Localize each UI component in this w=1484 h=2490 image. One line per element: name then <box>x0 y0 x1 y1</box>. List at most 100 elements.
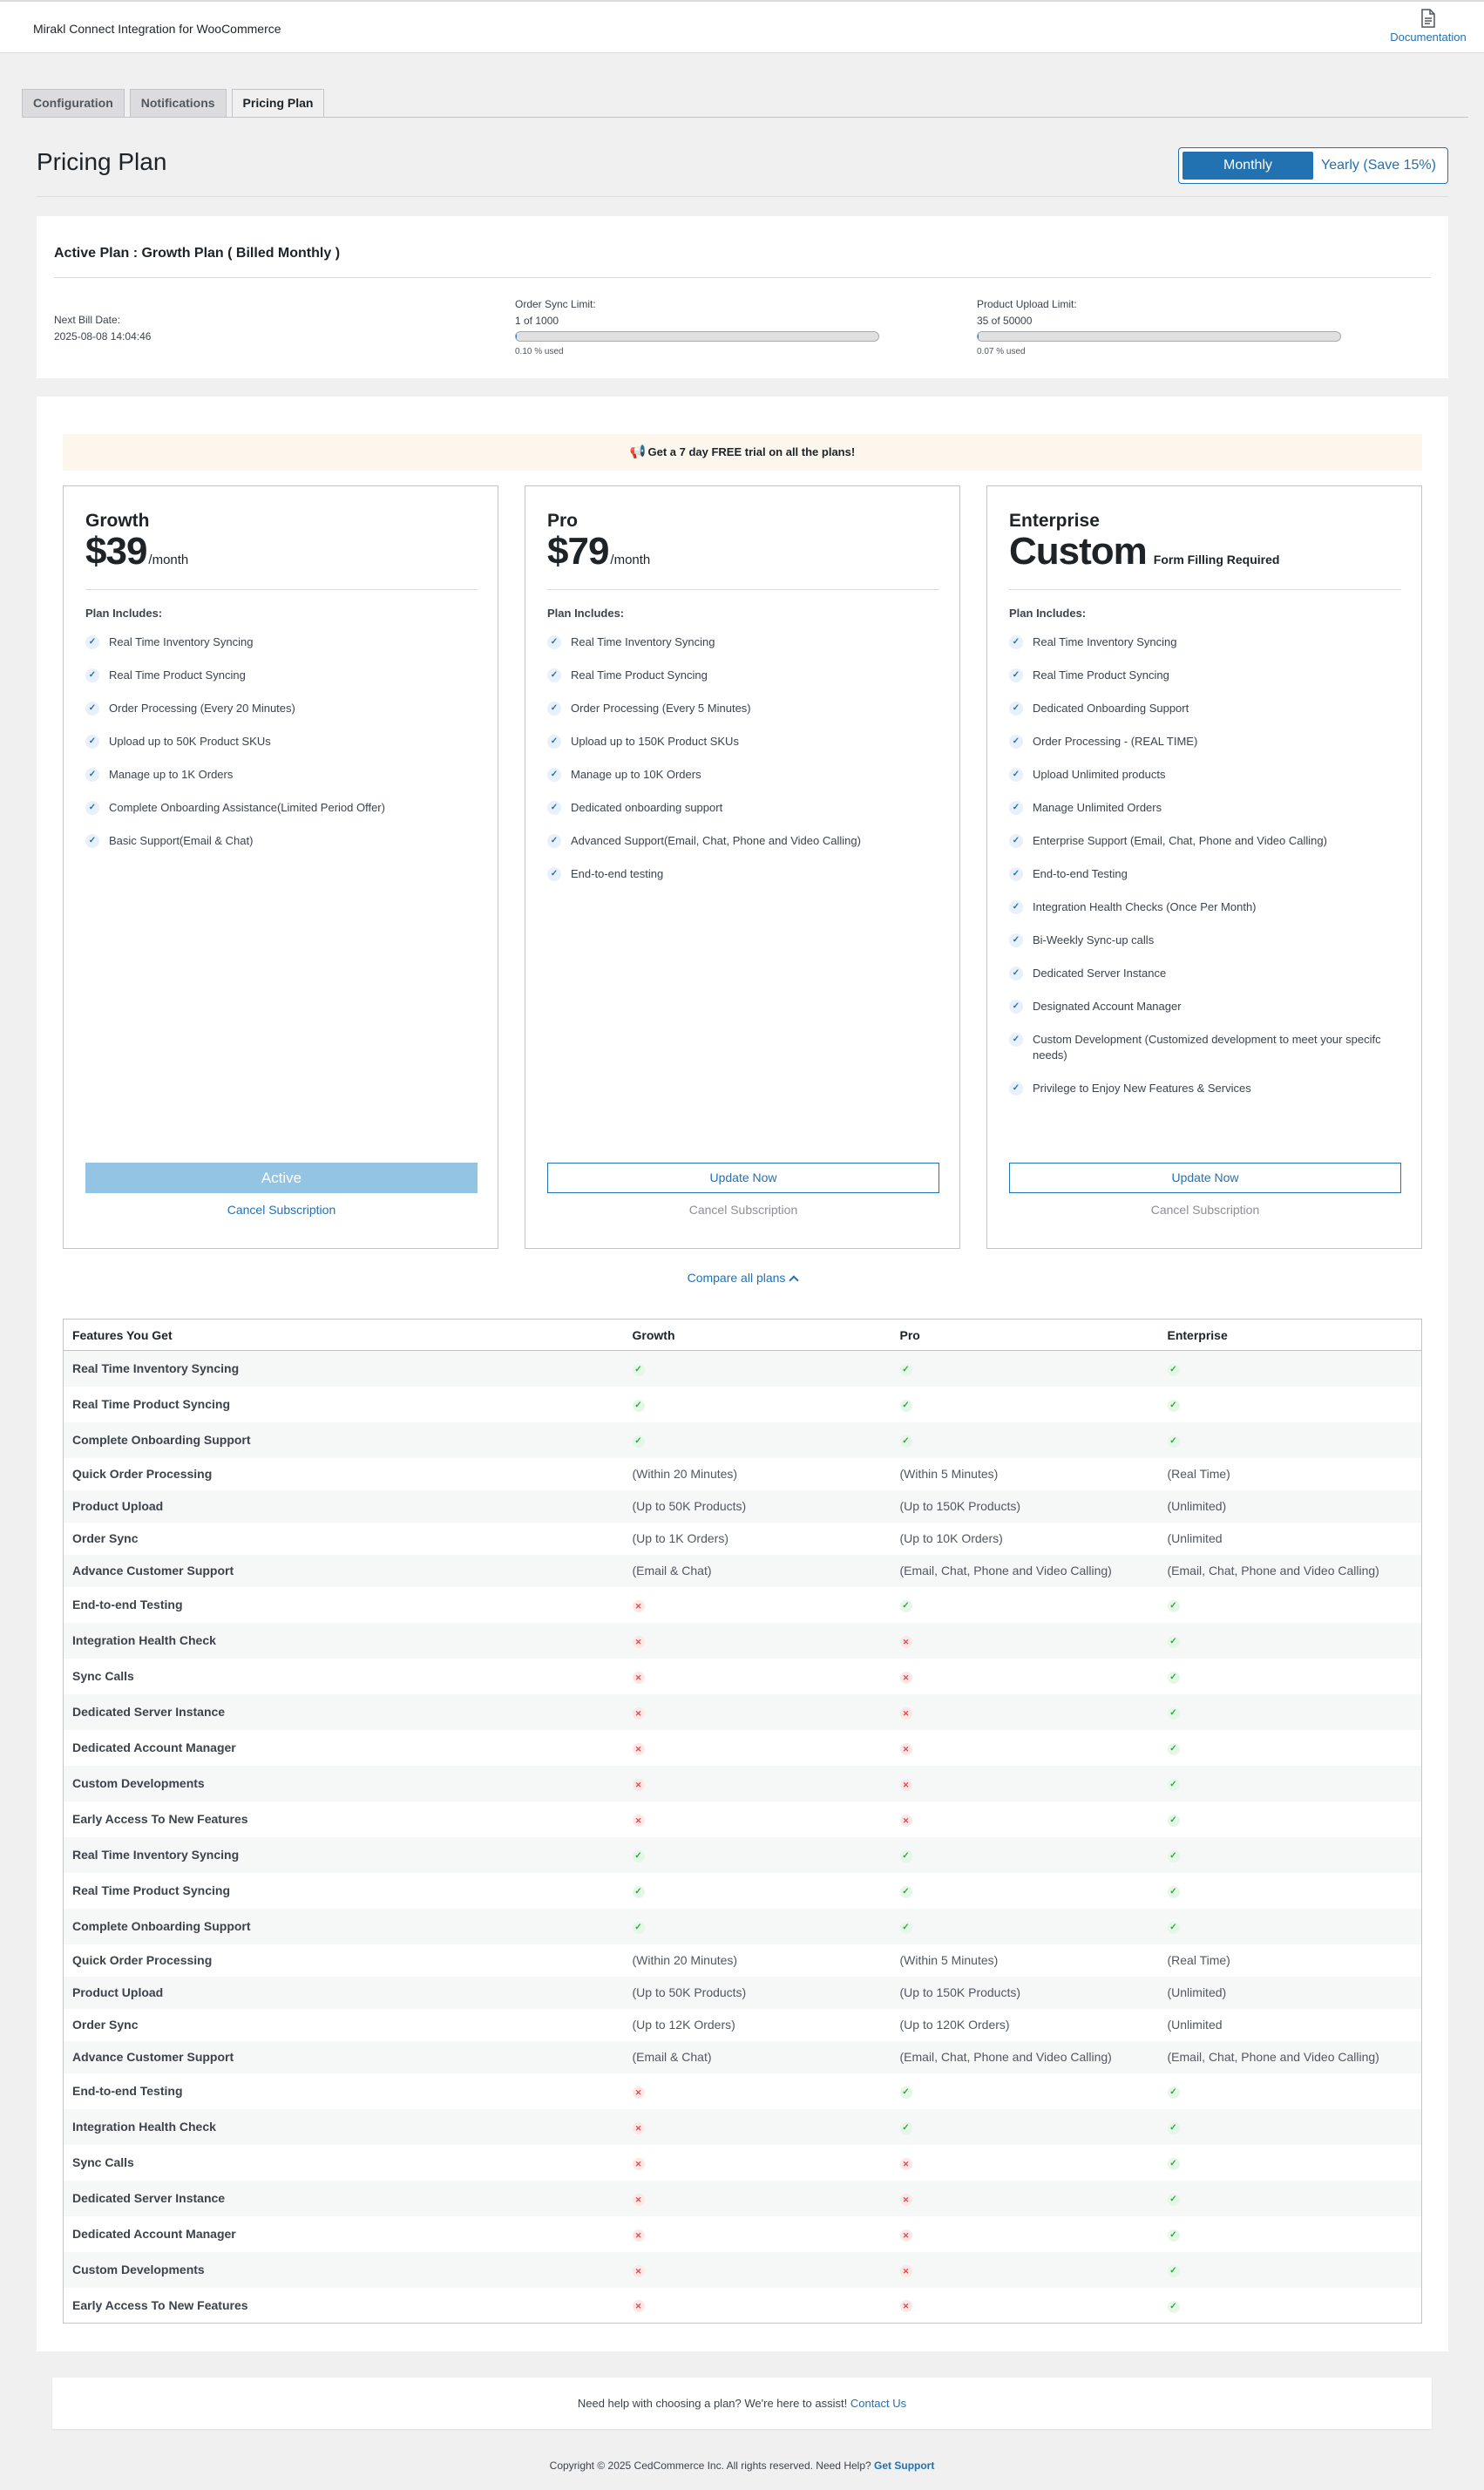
plan-feature-item: ✓ Real Time Product Syncing <box>1009 668 1401 683</box>
product-upload-value: 35 of 50000 <box>977 315 1033 327</box>
feature-name-cell: Integration Health Check <box>72 1633 216 1647</box>
documentation-link[interactable]: Documentation <box>1385 9 1472 44</box>
check-icon: ✓ <box>1167 2300 1180 2313</box>
tab-pricing-plan[interactable]: Pricing Plan <box>231 89 325 118</box>
check-icon: ✓ <box>1009 735 1023 749</box>
plan-feature-list: ✓ Real Time Inventory Syncing ✓ Real Time P… <box>547 634 939 899</box>
plan-feature-text: Real Time Product Syncing <box>1033 668 1169 682</box>
availability-cell: ✕ <box>624 1587 891 1623</box>
feature-name-cell: Dedicated Account Manager <box>72 1740 236 1754</box>
cancel-subscription-link[interactable]: Cancel Subscription <box>227 1203 336 1217</box>
document-icon <box>1421 9 1435 28</box>
check-icon: ✓ <box>632 1922 645 1934</box>
feature-value-cell: (Email, Chat, Phone and Video Calling) <box>899 1564 1112 1577</box>
availability-cell: ✓ <box>1159 1909 1422 1944</box>
plan-feature-text: Manage up to 1K Orders <box>109 768 234 781</box>
availability-cell: ✓ <box>624 1909 891 1944</box>
plan-feature-item: ✓ Privilege to Enjoy New Features & Servi… <box>1009 1081 1401 1096</box>
tab-divider <box>22 117 1468 118</box>
plan-feature-text: Basic Support(Email & Chat) <box>109 834 254 847</box>
cross-icon: ✕ <box>899 2264 912 2277</box>
comparison-row: Custom Developments ✕ ✕ ✓ <box>63 1765 1422 1801</box>
comparison-row: Order Sync (Up to 1K Orders) (Up to 10K Or… <box>64 1523 1422 1555</box>
availability-cell: ✕ <box>624 1766 891 1801</box>
cross-icon: ✕ <box>632 2300 645 2313</box>
check-icon: ✓ <box>547 635 561 649</box>
feature-name-cell: Sync Calls <box>72 1669 134 1683</box>
update-now-button[interactable]: Update Now <box>547 1163 939 1193</box>
cross-icon: ✕ <box>632 2157 645 2170</box>
next-bill-block: Next Bill Date: 2025-08-08 14:04:46 <box>54 312 151 345</box>
plan-feature-item: ✓ Integration Health Checks (Once Per Mon… <box>1009 899 1401 915</box>
cross-icon: ✕ <box>632 1635 645 1648</box>
yearly-toggle-button[interactable]: Yearly (Save 15%) <box>1321 158 1436 173</box>
check-icon: ✓ <box>632 1400 645 1412</box>
plan-includes-label: Plan Includes: <box>547 607 625 620</box>
plan-feature-item: ✓ Dedicated Server Instance <box>1009 966 1401 981</box>
top-bar: Mirakl Connect Integration for WooCommer… <box>0 0 1484 53</box>
plan-feature-text: Dedicated Onboarding Support <box>1033 702 1189 715</box>
plan-feature-item: ✓ Upload up to 150K Product SKUs <box>547 734 939 750</box>
compare-plans-toggle[interactable]: Compare all plans <box>37 1271 1448 1286</box>
availability-cell: ✓ <box>1159 1587 1422 1623</box>
order-sync-block: Order Sync Limit: 1 of 1000 0.10 % used <box>515 296 879 360</box>
chevron-up-icon <box>789 1275 800 1286</box>
feature-value-cell: (Real Time) <box>1167 1467 1230 1481</box>
tab-notifications[interactable]: Notifications <box>129 89 227 118</box>
availability-cell: ✓ <box>891 1873 1159 1909</box>
check-icon: ✓ <box>1167 1743 1180 1755</box>
check-icon: ✓ <box>1167 1364 1180 1377</box>
availability-cell: ✕ <box>891 1730 1159 1766</box>
billing-toggle: Monthly Yearly (Save 15%) <box>1178 147 1448 184</box>
feature-value-cell: (Up to 120K Orders) <box>899 2018 1010 2032</box>
check-icon: ✓ <box>1009 967 1023 980</box>
cancel-subscription-link[interactable]: Cancel Subscription <box>1150 1203 1260 1217</box>
cross-icon: ✕ <box>899 2300 912 2313</box>
contact-us-link[interactable]: Contact Us <box>850 2397 907 2410</box>
check-icon: ✓ <box>1167 1400 1180 1412</box>
page-title: Pricing Plan <box>37 148 167 175</box>
check-icon: ✓ <box>85 635 99 649</box>
availability-cell: ✓ <box>624 1422 891 1458</box>
feature-value-cell: (Email, Chat, Phone and Video Calling) <box>1167 2050 1379 2064</box>
update-now-button[interactable]: Update Now <box>1009 1163 1401 1193</box>
comparison-body: Real Time Inventory Syncing ✓ ✓ ✓ Real Time … <box>63 1350 1422 2324</box>
check-icon: ✓ <box>1009 702 1023 716</box>
order-sync-label: Order Sync Limit: <box>515 298 596 310</box>
check-icon: ✓ <box>1167 1886 1180 1898</box>
check-icon: ✓ <box>547 668 561 682</box>
plan-feature-text: Real Time Product Syncing <box>571 668 708 682</box>
availability-cell: ✓ <box>891 2109 1159 2145</box>
plan-feature-item: ✓ Real Time Inventory Syncing <box>1009 634 1401 650</box>
comparison-row: Early Access To New Features ✕ ✕ ✓ <box>64 1801 1422 1837</box>
active-plan-button[interactable]: Active <box>85 1163 478 1193</box>
feature-name-cell: Advance Customer Support <box>72 2050 234 2064</box>
check-icon: ✓ <box>85 768 99 782</box>
feature-value-cell: (Email & Chat) <box>632 2050 712 2064</box>
monthly-toggle-button[interactable]: Monthly <box>1182 152 1313 180</box>
availability-cell: ✓ <box>624 1387 891 1422</box>
availability-cell: ✕ <box>624 1694 891 1730</box>
check-icon: ✓ <box>1167 1600 1180 1612</box>
tab-configuration[interactable]: Configuration <box>22 89 125 118</box>
cancel-subscription-link[interactable]: Cancel Subscription <box>688 1203 798 1217</box>
plan-feature-text: Custom Development (Customized developme… <box>1033 1033 1381 1062</box>
feature-name-cell: End-to-end Testing <box>72 1598 183 1611</box>
check-icon: ✓ <box>85 735 99 749</box>
plan-includes-label: Plan Includes: <box>85 607 163 620</box>
feature-name-cell: Real Time Product Syncing <box>72 1397 231 1411</box>
availability-cell: ✓ <box>891 1387 1159 1422</box>
feature-name-cell: Early Access To New Features <box>72 1812 248 1826</box>
feature-value-cell: (Real Time) <box>1167 1953 1230 1967</box>
get-support-link[interactable]: Get Support <box>874 2459 935 2472</box>
availability-cell: ✓ <box>1159 2216 1422 2252</box>
comparison-row: Real Time Inventory Syncing ✓ ✓ ✓ <box>63 1836 1422 1873</box>
feature-value-cell: (Email, Chat, Phone and Video Calling) <box>899 2050 1112 2064</box>
plan-feature-item: ✓ Custom Development (Customized developm… <box>1009 1032 1401 1063</box>
check-icon: ✓ <box>547 867 561 881</box>
plan-feature-item: ✓ Dedicated onboarding support <box>547 800 939 816</box>
check-icon: ✓ <box>899 2086 912 2099</box>
check-icon: ✓ <box>1009 801 1023 815</box>
feature-value-cell: (Up to 150K Products) <box>899 1499 1021 1513</box>
feature-name-cell: Sync Calls <box>72 2155 134 2169</box>
